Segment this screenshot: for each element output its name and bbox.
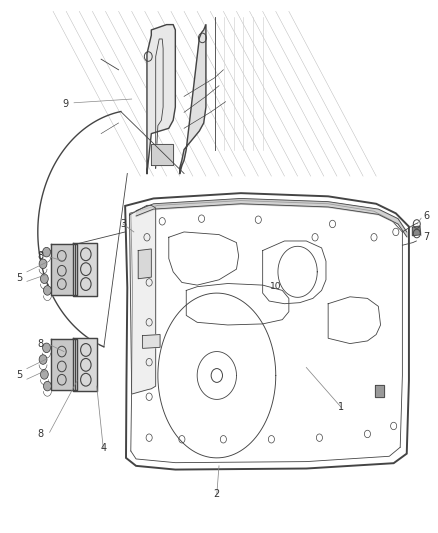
Polygon shape xyxy=(151,144,173,165)
Circle shape xyxy=(43,286,51,295)
Text: 2: 2 xyxy=(214,489,220,499)
Text: 5: 5 xyxy=(16,273,22,283)
Polygon shape xyxy=(147,25,175,173)
Text: 8: 8 xyxy=(38,338,44,349)
Text: 4: 4 xyxy=(100,443,106,453)
Text: 3: 3 xyxy=(120,219,126,229)
Circle shape xyxy=(43,381,51,391)
Text: 8: 8 xyxy=(38,429,44,439)
Text: 6: 6 xyxy=(424,211,429,221)
Circle shape xyxy=(39,355,47,365)
Polygon shape xyxy=(138,249,151,279)
Polygon shape xyxy=(51,340,77,390)
Polygon shape xyxy=(73,243,97,296)
Circle shape xyxy=(42,247,50,257)
Circle shape xyxy=(40,369,48,379)
Polygon shape xyxy=(413,226,421,236)
Polygon shape xyxy=(143,335,160,349)
Polygon shape xyxy=(51,244,77,295)
Text: 9: 9 xyxy=(62,99,68,109)
Circle shape xyxy=(39,259,47,269)
Text: 7: 7 xyxy=(423,232,430,243)
Polygon shape xyxy=(180,25,206,173)
Text: 1: 1 xyxy=(338,402,344,413)
Polygon shape xyxy=(73,338,97,391)
Text: 10: 10 xyxy=(270,282,282,291)
Text: 5: 5 xyxy=(16,370,22,381)
Text: 8: 8 xyxy=(38,251,44,261)
Circle shape xyxy=(42,343,50,353)
Polygon shape xyxy=(130,205,155,394)
Circle shape xyxy=(40,274,48,284)
Polygon shape xyxy=(375,384,384,397)
